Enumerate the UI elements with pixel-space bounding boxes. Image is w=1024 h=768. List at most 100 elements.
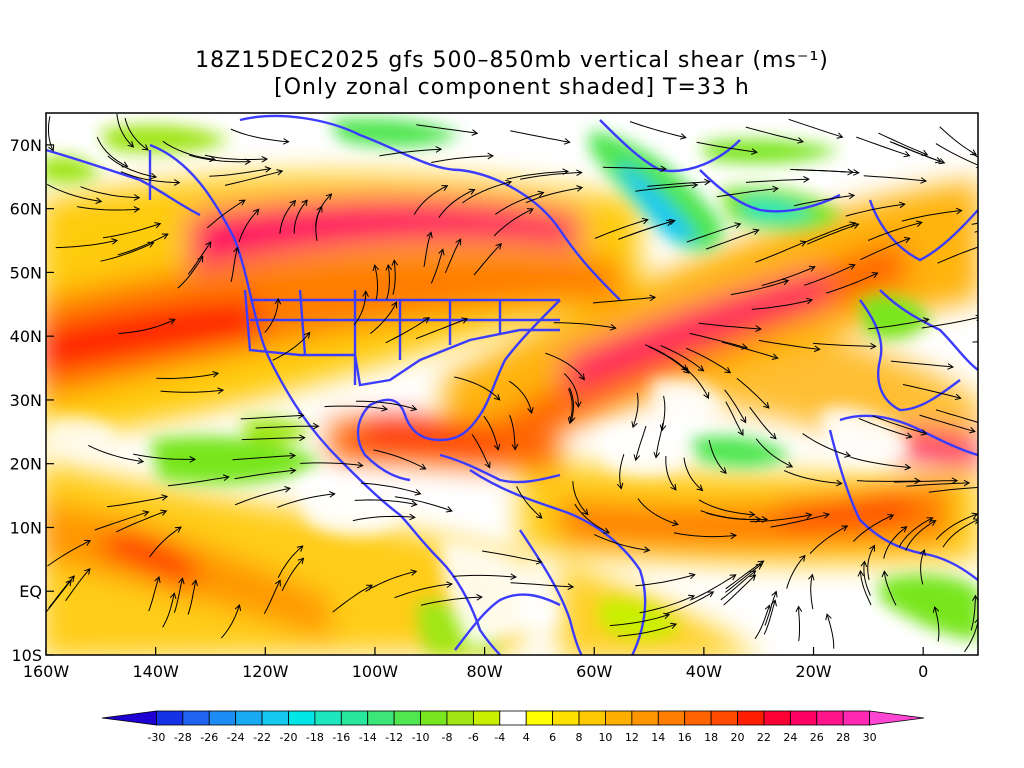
- streamline-arrow: [729, 574, 737, 581]
- streamline-arrow: [602, 527, 610, 534]
- streamline: [935, 143, 978, 166]
- streamline-arrow: [95, 197, 103, 204]
- streamline-arrow: [799, 554, 806, 562]
- streamline: [365, 570, 417, 592]
- colorbar-label: 6: [549, 731, 556, 744]
- streamline: [635, 425, 647, 461]
- streamline: [609, 614, 670, 627]
- streamline-arrow: [325, 193, 333, 200]
- streamline-arrow: [142, 144, 149, 151]
- streamline: [370, 302, 397, 334]
- streamline: [277, 545, 304, 579]
- streamline-arrow: [848, 192, 856, 200]
- streamline-arrow: [737, 429, 744, 437]
- lat-tick-label: 20N: [10, 455, 42, 474]
- streamline: [415, 318, 468, 340]
- lon-tick-label: 100W: [352, 662, 399, 681]
- streamline: [162, 593, 175, 628]
- colorbar-label: -10: [412, 731, 430, 744]
- streamline: [720, 570, 756, 601]
- colorbar-swatch: [235, 710, 263, 726]
- colorbar-label: -24: [227, 731, 245, 744]
- streamline-arrow: [688, 594, 696, 601]
- streamline: [698, 322, 761, 330]
- streamline-arrow: [582, 508, 589, 516]
- streamline-arrow: [881, 570, 889, 578]
- streamline: [971, 153, 978, 158]
- streamline-arrow: [154, 575, 161, 583]
- streamline-arrow: [769, 432, 777, 440]
- map-title-line2: [Only zonal component shaded] T=33 h: [274, 75, 750, 100]
- colorbar-swatch: [631, 710, 659, 726]
- streamline-arrow: [563, 138, 571, 145]
- colorbar-swatch: [684, 710, 712, 726]
- lon-tick-label: 160W: [23, 662, 70, 681]
- streamline: [520, 172, 582, 180]
- streamline: [725, 401, 744, 436]
- streamline: [473, 243, 502, 276]
- streamline: [786, 555, 806, 589]
- streamline-arrow: [537, 190, 545, 198]
- streamline: [725, 563, 763, 593]
- colorbar-swatch: [710, 710, 738, 726]
- streamline-arrow: [660, 165, 667, 173]
- streamline: [845, 203, 905, 217]
- streamline-arrow: [782, 278, 790, 286]
- streamline: [795, 169, 859, 174]
- streamline-arrow: [740, 416, 747, 424]
- streamline-arrow: [751, 148, 758, 155]
- streamline-arrow: [963, 479, 971, 487]
- streamline-arrow: [366, 584, 374, 591]
- streamline: [482, 550, 542, 563]
- streamline: [783, 470, 842, 484]
- colorbar-label: 18: [704, 731, 718, 744]
- streamline-arrow: [772, 185, 779, 193]
- streamline: [935, 513, 978, 540]
- streamline-arrow: [752, 228, 760, 235]
- streamline-arrow: [423, 317, 430, 324]
- streamline: [525, 187, 583, 204]
- streamline-arrow: [932, 605, 940, 613]
- streamline: [352, 515, 415, 522]
- streamline-arrow: [535, 512, 543, 519]
- streamline: [234, 469, 296, 480]
- streamline-arrow: [1015, 172, 1021, 177]
- streamline: [516, 486, 543, 519]
- streamline: [65, 568, 91, 602]
- streamline-arrow: [899, 201, 906, 209]
- streamline: [856, 480, 920, 482]
- streamline: [632, 392, 639, 428]
- streamline-arrow: [631, 421, 638, 429]
- streamline-arrow: [154, 222, 162, 229]
- colorbar-swatch: [314, 710, 342, 726]
- streamline: [705, 229, 759, 250]
- lat-tick-label: 10N: [10, 518, 42, 537]
- streamline: [420, 596, 482, 606]
- streamline: [798, 606, 800, 642]
- streamline: [173, 578, 183, 613]
- streamline: [255, 425, 319, 429]
- streamline: [156, 372, 219, 380]
- streamline-arrow: [289, 452, 297, 460]
- streamline: [430, 249, 444, 284]
- streamline-arrow: [682, 367, 690, 374]
- streamline: [637, 498, 679, 525]
- colorbar-swatch: [605, 710, 633, 726]
- streamline-arrow: [168, 318, 176, 325]
- streamline-arrow: [495, 243, 503, 250]
- streamline: [803, 222, 856, 244]
- streamline-arrow: [274, 297, 282, 305]
- streamline-arrow: [841, 525, 849, 532]
- streamline-arrow: [574, 401, 582, 408]
- streamline: [483, 415, 499, 450]
- streamline-arrow: [510, 573, 517, 581]
- colorbar-label: -22: [253, 731, 271, 744]
- streamline: [241, 437, 305, 441]
- colorbar-swatch: [869, 710, 925, 726]
- streamline-arrow: [435, 146, 443, 153]
- streamline-arrow: [238, 199, 246, 206]
- streamline: [812, 342, 876, 347]
- streamline-arrow: [234, 604, 242, 611]
- streamline: [230, 128, 289, 143]
- colorbar-swatch: [261, 710, 289, 726]
